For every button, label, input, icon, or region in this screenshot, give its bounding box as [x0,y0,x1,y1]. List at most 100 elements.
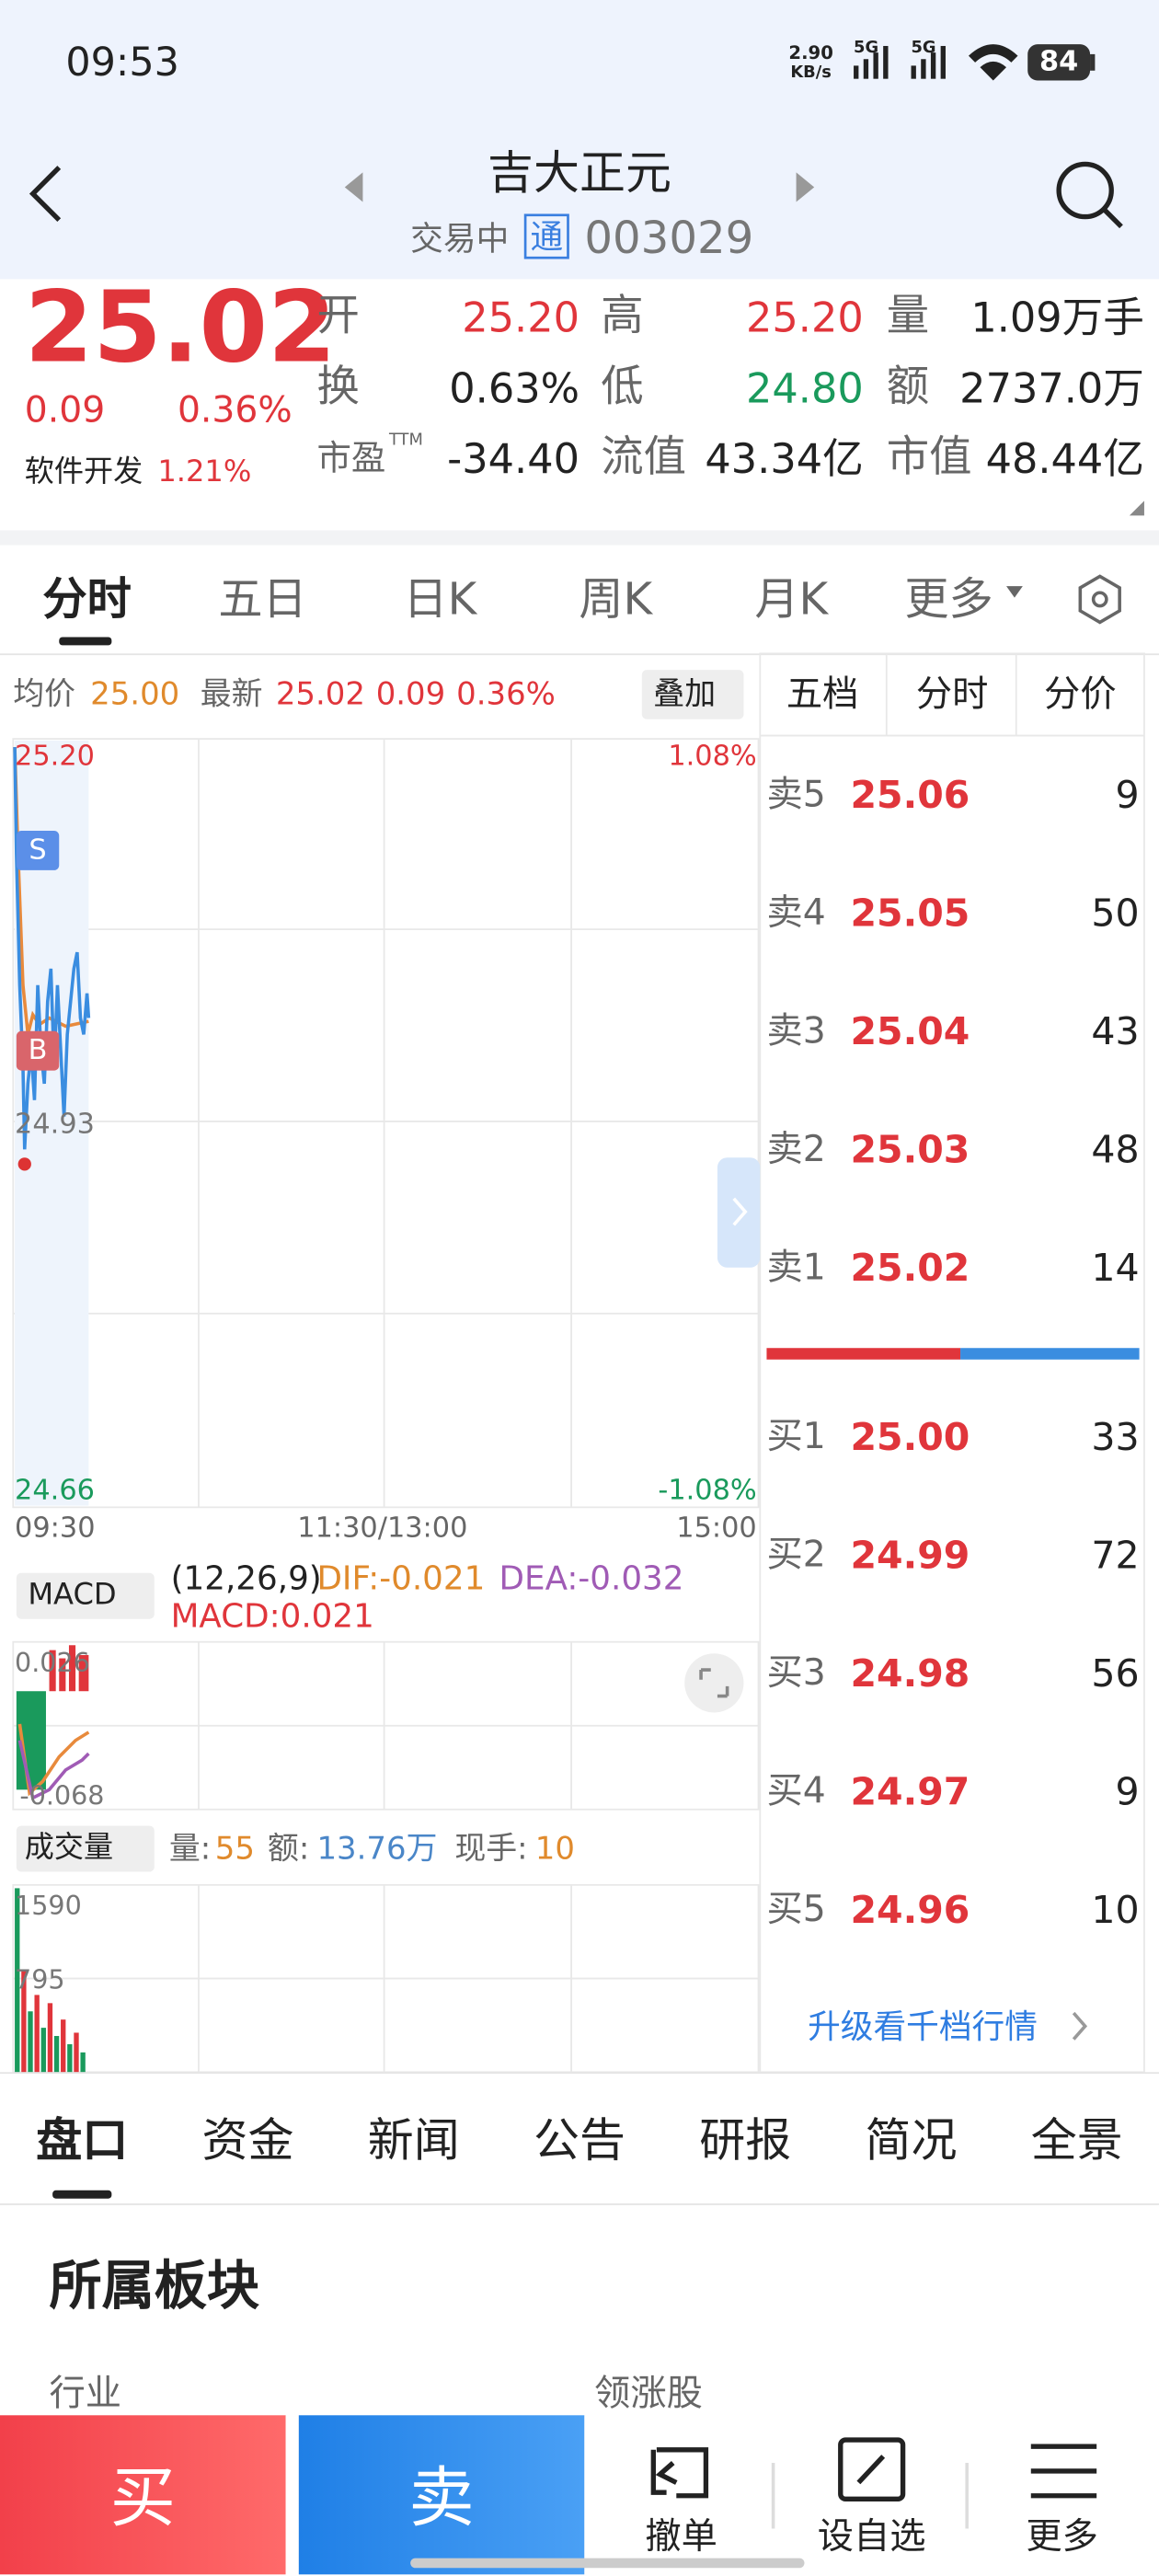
info-tab[interactable]: 盘口 [36,2112,129,2168]
stat-label: 市值 [886,433,972,483]
chart-tab[interactable]: 五日 [218,573,307,626]
info-tab[interactable]: 资金 [201,2112,294,2168]
book-price: 25.02 [850,1247,970,1290]
book-price: 24.97 [850,1770,970,1814]
badge: 通 [530,216,564,257]
divider [0,2072,1159,2075]
info-tab[interactable]: 公告 [534,2112,625,2168]
macd-button[interactable] [16,1572,155,1619]
stat-label: 量 [886,292,930,342]
chart-tab[interactable]: 日K [403,573,477,626]
book-level: 买4 [766,1771,826,1813]
more-icon[interactable] [1030,2444,1097,2499]
avg-value: 25.00 [90,675,180,712]
book-level: 卖1 [766,1248,826,1289]
search-icon[interactable] [1056,161,1114,220]
book-price: 24.96 [850,1889,970,1932]
last-change: 0.09 [375,675,446,712]
sell-marker: S [16,831,60,870]
cancel-icon[interactable] [650,2447,709,2499]
info-tab[interactable]: 简况 [865,2112,958,2168]
stock-code: 003029 [584,213,754,264]
last-value: 25.02 [275,675,365,712]
stat-value: 25.20 [746,293,864,341]
chart-tab[interactable]: 周K [579,573,653,626]
book-level: 卖2 [766,1129,826,1171]
industry-label: 行业 [49,2374,122,2416]
y-mid: 24.93 [15,1107,95,1141]
net-speed: 2.90 [788,41,833,63]
info-tab[interactable]: 全景 [1030,2112,1123,2168]
book-volume: 33 [1091,1416,1140,1459]
upgrade-link[interactable]: 升级看千档行情 [808,2006,1038,2046]
overlay-button[interactable] [641,670,744,719]
x-label: 15:00 [676,1511,757,1545]
cancel-label[interactable]: 撤单 [645,2516,717,2559]
macd-params: (12,26,9) [170,1558,322,1598]
buy-label[interactable]: 买 [109,2461,176,2537]
vol-y-top: 1590 [15,1890,82,1922]
stat-label-sup: TTM [388,431,423,451]
book-level: 卖3 [766,1011,826,1052]
next-icon[interactable] [796,172,815,202]
macd-selector[interactable]: MACD [28,1578,117,1613]
book-volume: 48 [1091,1128,1140,1172]
buy-button[interactable] [0,2415,286,2575]
book-tab[interactable]: 分价 [1044,674,1117,717]
watch-icon[interactable] [838,2437,906,2501]
net-unit: KB/s [790,63,832,83]
book-tab[interactable]: 分时 [915,674,989,717]
book-level: 买1 [766,1417,826,1458]
price: 25.02 [24,270,337,386]
book-price: 25.05 [850,891,970,936]
prev-icon[interactable] [344,172,363,202]
back-icon[interactable] [29,166,62,223]
sell-label[interactable]: 卖 [408,2461,475,2537]
volume-button[interactable] [16,1825,155,1872]
stat-value: -34.40 [447,434,580,482]
stat-label: 换 [316,362,360,412]
info-tab[interactable]: 新闻 [367,2112,460,2168]
sector-pct: 1.21% [157,454,252,489]
last-label: 最新 [200,675,263,712]
book-level: 买5 [766,1890,826,1931]
watchlist-label[interactable]: 设自选 [817,2516,926,2559]
y-top: 25.20 [15,740,95,773]
settings-icon[interactable] [1078,574,1121,625]
amt-label: 额: [267,1830,310,1867]
book-volume: 43 [1091,1010,1140,1053]
caret [1006,586,1023,598]
pct-bottom: -1.08% [658,1473,757,1507]
chart-tab[interactable]: 分时 [42,573,132,626]
section-title: 所属板块 [49,2254,260,2317]
tab-underline [59,637,112,646]
hand-value: 10 [534,1830,575,1867]
expand-arrow [732,1197,748,1226]
fullscreen-button[interactable] [684,1653,744,1713]
chart-tab[interactable]: 更多 [904,573,993,626]
pct-top: 1.08% [668,740,757,773]
macd-value: MACD:0.021 [170,1595,374,1636]
info-tab[interactable]: 研报 [699,2112,792,2168]
stat-label: 流值 [601,433,687,483]
ask-strength [766,1348,961,1360]
more-label[interactable]: 更多 [1026,2516,1098,2559]
overlay[interactable]: 叠加 [653,675,717,712]
stat-value: 25.20 [462,293,580,341]
volume-selector[interactable]: 成交量 [24,1830,114,1866]
trade-status: 交易中 [410,218,510,259]
book-volume: 56 [1091,1652,1140,1696]
book-volume: 50 [1091,891,1140,936]
divider [0,653,1159,656]
book-tab[interactable]: 五档 [786,674,859,717]
avg-label: 均价 [13,675,76,712]
vol-value: 55 [214,1830,255,1867]
expand-handle[interactable] [717,1157,761,1268]
signal-label: 5G [854,39,879,58]
stat-label: 开 [316,292,360,342]
book-price: 25.06 [850,774,970,817]
sell-button[interactable] [298,2415,585,2575]
chart-tab[interactable]: 月K [754,573,829,626]
